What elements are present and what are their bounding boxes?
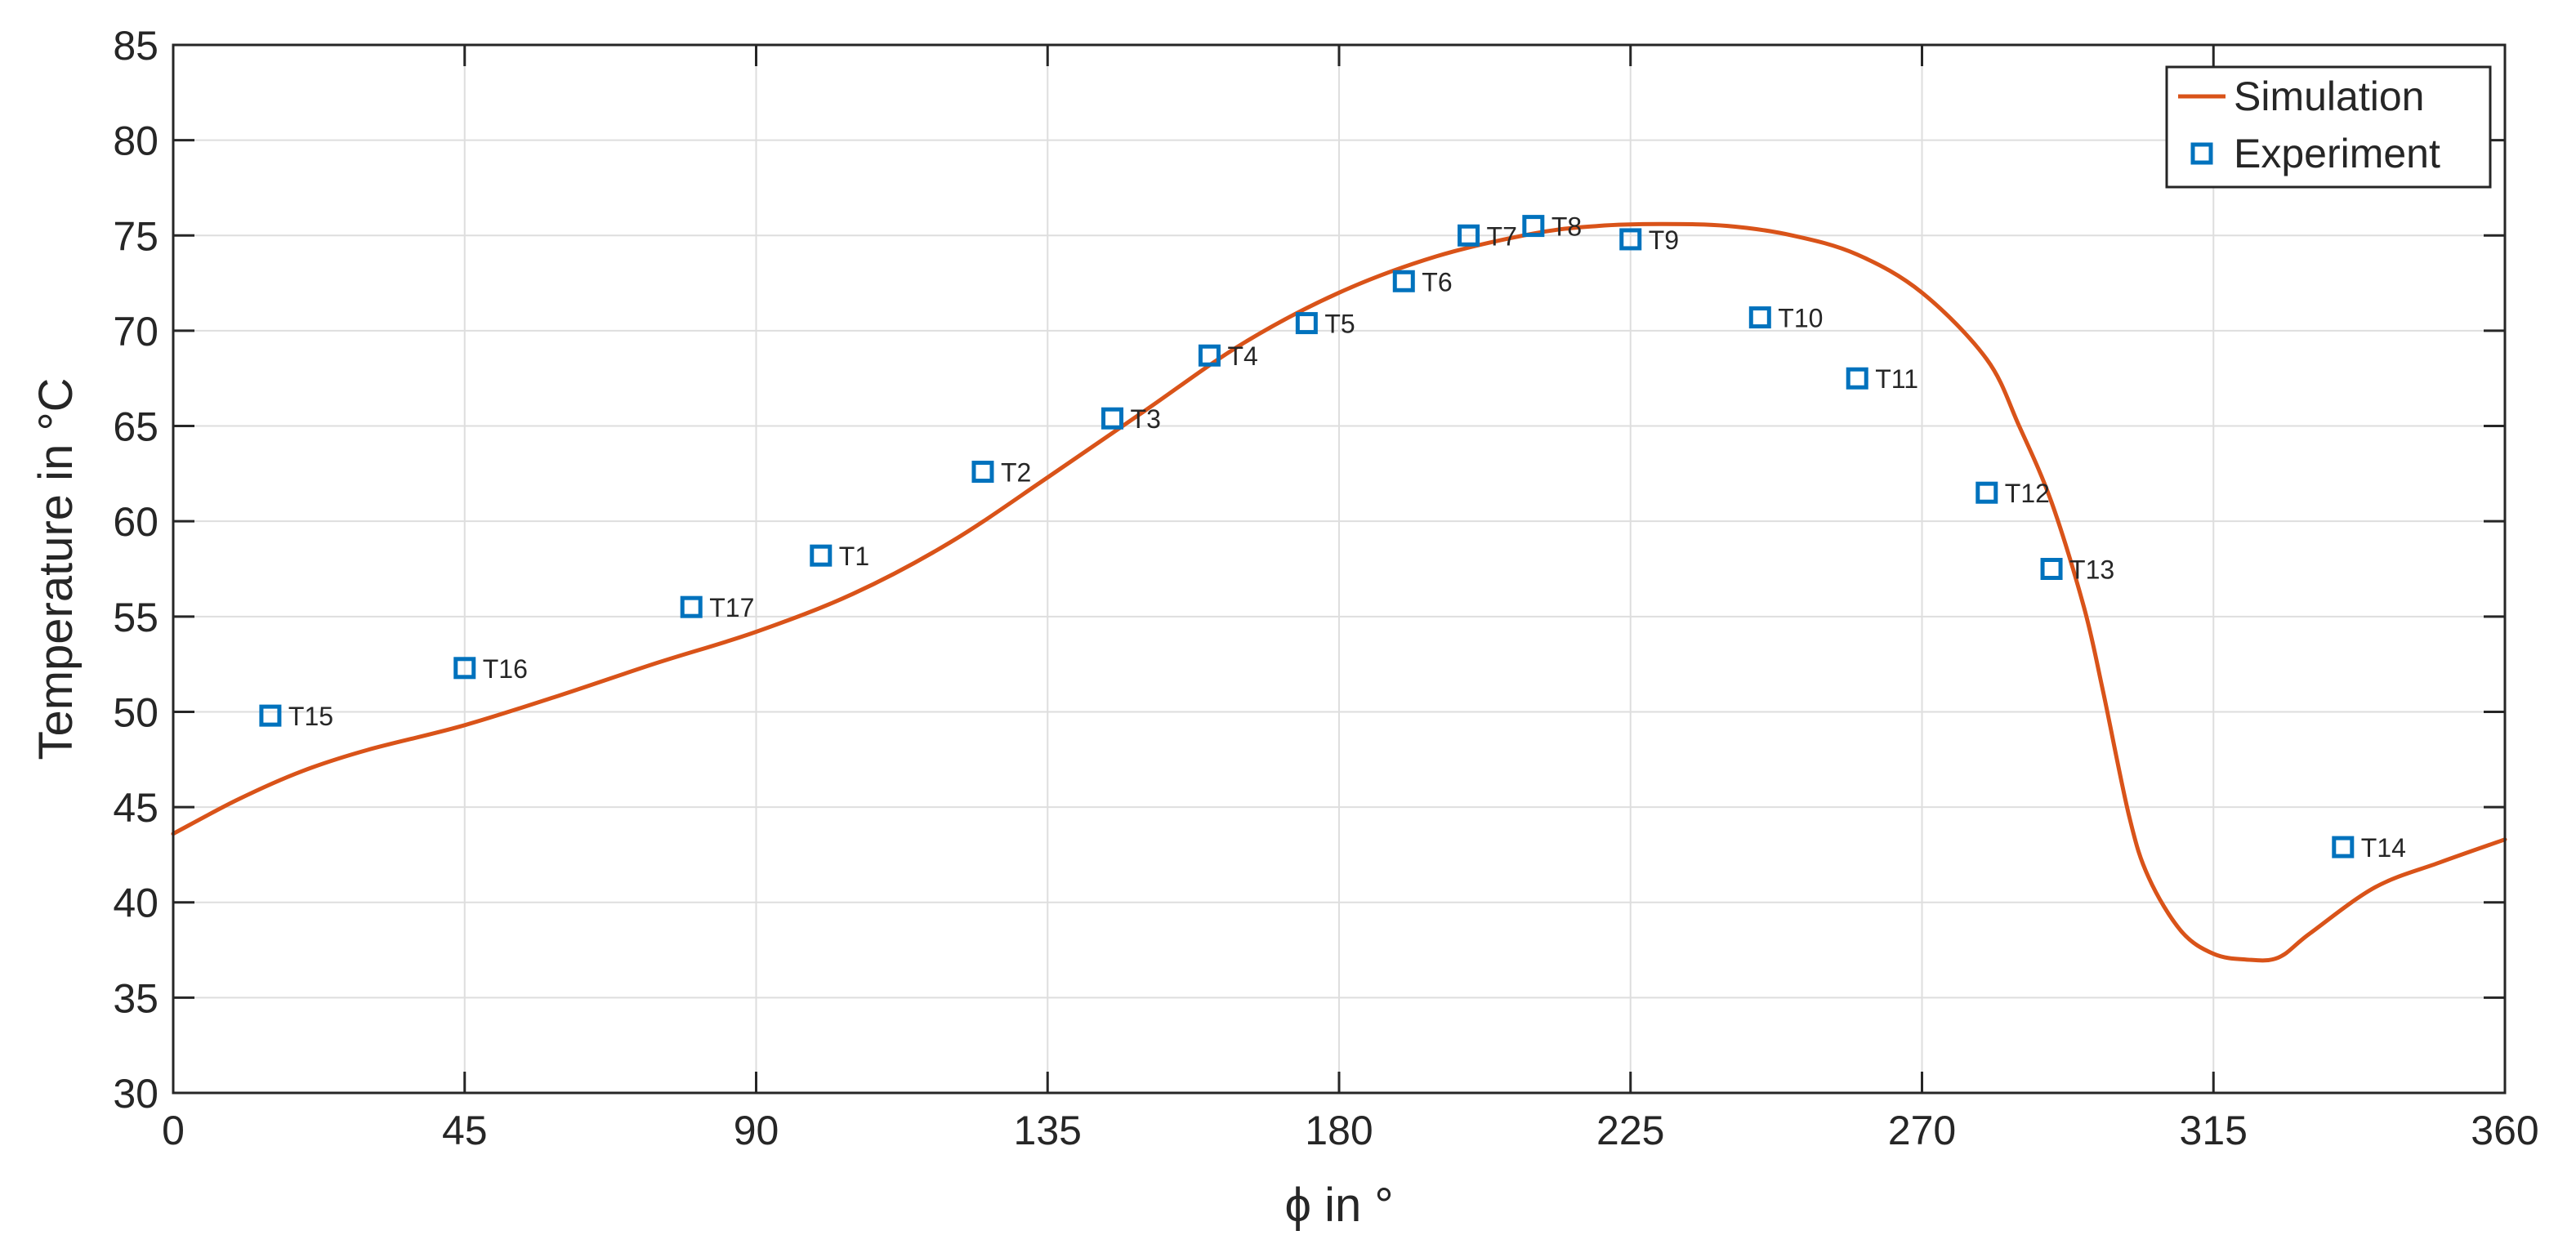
y-tick-label: 45 [113, 785, 158, 831]
x-tick-label: 270 [1888, 1108, 1956, 1153]
x-tick-label: 180 [1305, 1108, 1373, 1153]
point-label: T12 [2005, 479, 2050, 508]
axes: 0 45 90 135 180 225 270 315 360 30 35 40 45 50 55 60 65 7… [113, 23, 2538, 1153]
experiment-point [1748, 306, 1771, 329]
experiment-point [1846, 367, 1868, 390]
experiment-point [971, 461, 994, 484]
point-label: T9 [1649, 225, 1679, 255]
legend: Simulation Experiment [2165, 65, 2492, 189]
y-tick-label: 80 [113, 118, 158, 164]
point-label: T7 [1487, 221, 1517, 251]
y-tick-label: 85 [113, 23, 158, 69]
point-label: T15 [288, 702, 333, 731]
y-tick-label: 75 [113, 213, 158, 259]
point-label: T11 [1875, 364, 1918, 394]
experiment-point [1976, 481, 1998, 504]
y-tick-label: 40 [113, 881, 158, 926]
experiment-point [680, 595, 703, 618]
point-label: T16 [483, 654, 528, 684]
y-tick-label: 50 [113, 689, 158, 735]
y-tick-label: 35 [113, 975, 158, 1021]
point-label: T14 [2361, 833, 2406, 863]
series-layer: T15 T16 T17 T1 T2 T3 T4 T5 T6 T7 T8 T9 T10 T11 T12 T13 T… [171, 212, 2507, 963]
x-tick-label: 225 [1596, 1108, 1664, 1153]
x-tick-label: 360 [2471, 1108, 2538, 1153]
experiment-point [453, 657, 476, 680]
experiment-point [1392, 270, 1415, 292]
point-label: T2 [1001, 458, 1031, 488]
x-tick-label: 135 [1014, 1108, 1082, 1153]
y-axis-title: Temperature in °C [29, 377, 83, 760]
point-label: T10 [1778, 304, 1823, 333]
experiment-point [1522, 215, 1545, 238]
y-tick-label: 70 [113, 309, 158, 354]
point-label: T5 [1324, 310, 1355, 339]
x-tick-label: 90 [734, 1108, 779, 1153]
experiment-point [1619, 228, 1642, 251]
legend-square-swatch [2190, 142, 2213, 165]
y-tick-label: 65 [113, 404, 158, 450]
legend-label: Simulation [2234, 74, 2424, 119]
x-tick-label: 315 [2180, 1108, 2248, 1153]
point-label: T13 [2069, 555, 2114, 585]
y-tick-label: 55 [113, 595, 158, 640]
point-label: T4 [1227, 341, 1257, 371]
legend-label: Experiment [2234, 131, 2440, 176]
experiment-point [1458, 224, 1480, 247]
legend-box [2165, 65, 2492, 189]
experiment-point [1101, 407, 1124, 430]
point-label: T8 [1551, 212, 1582, 242]
x-tick-label: 0 [162, 1108, 185, 1153]
x-tick-label: 45 [442, 1108, 488, 1153]
experiment-point [259, 704, 282, 727]
point-label: T1 [839, 542, 869, 571]
simulation-line [171, 221, 2507, 963]
experiment-point [2332, 836, 2355, 858]
experiment-point [1295, 312, 1318, 335]
point-label: T3 [1131, 404, 1161, 434]
experiment-point [1198, 344, 1221, 367]
x-axis-title: ϕ in ° [1284, 1179, 1393, 1232]
experiment-point [2040, 558, 2063, 580]
y-tick-label: 30 [113, 1071, 158, 1117]
experiment-point [810, 544, 833, 567]
point-label: T17 [709, 593, 754, 622]
y-tick-label: 60 [113, 499, 158, 545]
point-label: T6 [1422, 267, 1452, 297]
